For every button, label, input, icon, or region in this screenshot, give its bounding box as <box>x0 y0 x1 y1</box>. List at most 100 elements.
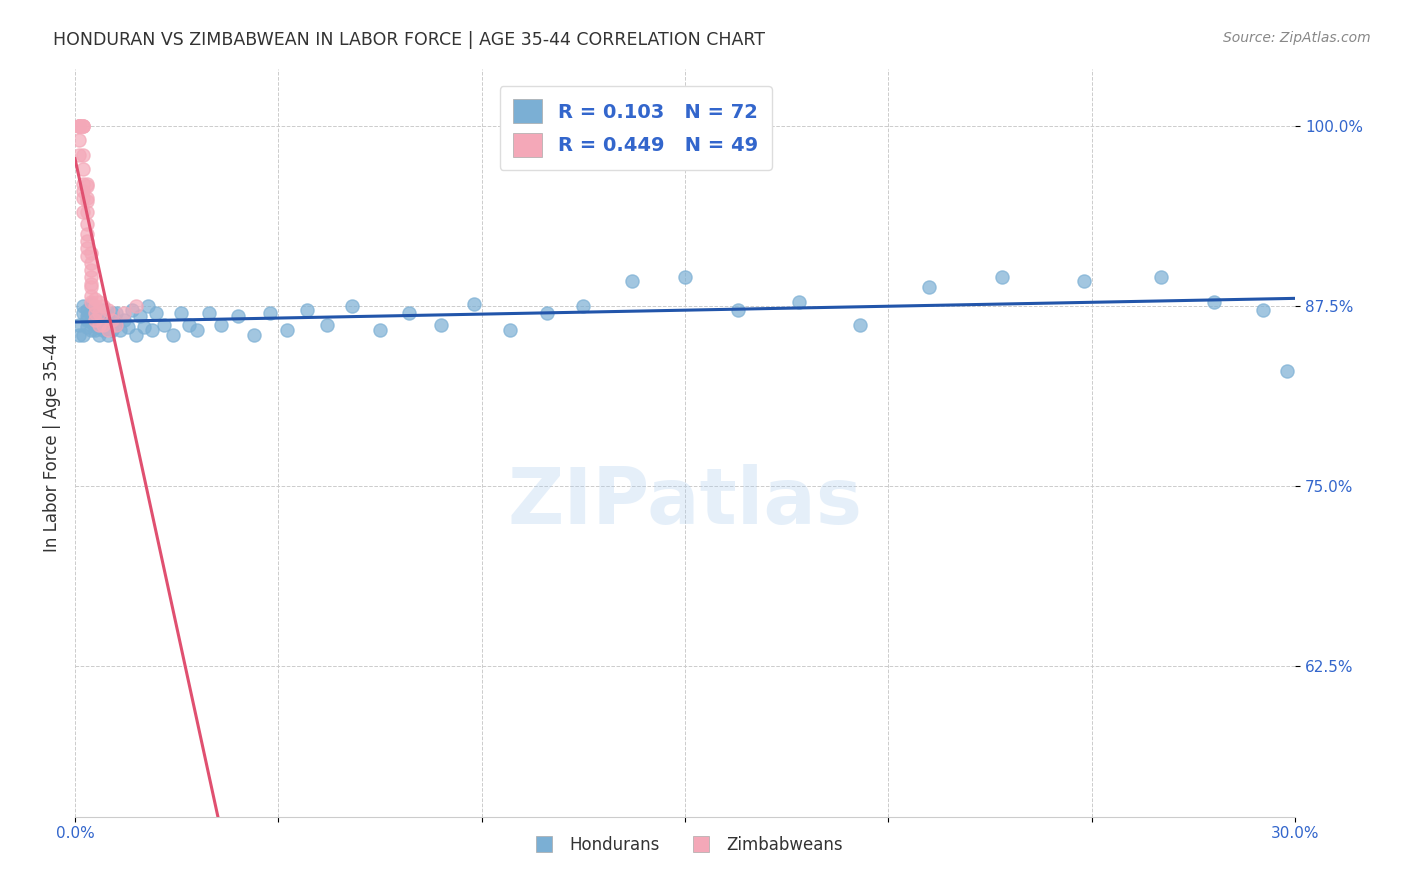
Point <box>787 294 810 309</box>
Point <box>67 119 90 133</box>
Text: HONDURAN VS ZIMBABWEAN IN LABOR FORCE | AGE 35-44 CORRELATION CHART: HONDURAN VS ZIMBABWEAN IN LABOR FORCE | … <box>53 31 765 49</box>
Point <box>72 162 94 177</box>
Point <box>80 297 103 311</box>
Point <box>76 191 98 205</box>
Point <box>117 320 139 334</box>
Point <box>1202 294 1225 309</box>
Point <box>76 248 98 262</box>
Point <box>76 320 98 334</box>
Point <box>76 205 98 219</box>
Point <box>340 299 363 313</box>
Point <box>72 177 94 191</box>
Point <box>100 313 122 327</box>
Point <box>80 263 103 277</box>
Point <box>243 327 266 342</box>
Point <box>727 303 749 318</box>
Point <box>67 119 90 133</box>
Point <box>186 323 208 337</box>
Point <box>89 306 111 320</box>
Point <box>96 311 118 326</box>
Point <box>76 227 98 241</box>
Point <box>93 323 115 337</box>
Point <box>80 294 103 309</box>
Point <box>918 280 941 294</box>
Point <box>89 318 111 332</box>
Legend: R = 0.103   N = 72, R = 0.449   N = 49: R = 0.103 N = 72, R = 0.449 N = 49 <box>499 86 772 170</box>
Point <box>72 205 94 219</box>
Point <box>104 306 127 320</box>
Point <box>316 318 339 332</box>
Point <box>499 323 522 337</box>
Point <box>1150 270 1173 285</box>
Point <box>112 306 135 320</box>
Point <box>93 313 115 327</box>
Point <box>80 256 103 270</box>
Point <box>209 318 232 332</box>
Point <box>849 318 872 332</box>
Point <box>76 217 98 231</box>
Point <box>368 323 391 337</box>
Point <box>67 327 90 342</box>
Point <box>76 177 98 191</box>
Point <box>84 318 107 332</box>
Point <box>198 306 221 320</box>
Point <box>96 323 118 337</box>
Point <box>80 270 103 285</box>
Point <box>125 327 148 342</box>
Point <box>72 119 94 133</box>
Point <box>170 306 193 320</box>
Point <box>572 299 595 313</box>
Point <box>76 194 98 208</box>
Point <box>72 191 94 205</box>
Point <box>76 303 98 318</box>
Text: ZIPatlas: ZIPatlas <box>508 465 863 541</box>
Point <box>295 303 318 318</box>
Point <box>129 309 152 323</box>
Point <box>67 119 90 133</box>
Point <box>673 270 696 285</box>
Point <box>72 306 94 320</box>
Text: Source: ZipAtlas.com: Source: ZipAtlas.com <box>1223 31 1371 45</box>
Point <box>89 320 111 334</box>
Point <box>76 241 98 255</box>
Point <box>80 289 103 303</box>
Point <box>104 318 127 332</box>
Point <box>153 318 176 332</box>
Point <box>96 327 118 342</box>
Point <box>93 303 115 318</box>
Point <box>621 275 644 289</box>
Point <box>136 299 159 313</box>
Point <box>89 327 111 342</box>
Point <box>162 327 184 342</box>
Point <box>398 306 420 320</box>
Point <box>991 270 1014 285</box>
Point <box>76 234 98 248</box>
Point <box>84 306 107 320</box>
Point <box>259 306 281 320</box>
Point <box>276 323 298 337</box>
Point <box>93 299 115 313</box>
Point <box>67 148 90 162</box>
Point <box>80 306 103 320</box>
Point <box>1251 303 1274 318</box>
Point <box>93 318 115 332</box>
Point <box>67 119 90 133</box>
Point <box>80 280 103 294</box>
Point <box>80 323 103 337</box>
Point <box>96 303 118 318</box>
Point <box>463 297 485 311</box>
Point <box>84 313 107 327</box>
Point <box>84 306 107 320</box>
Point <box>72 148 94 162</box>
Point <box>76 309 98 323</box>
Point <box>67 318 90 332</box>
Point <box>177 318 200 332</box>
Point <box>72 327 94 342</box>
Point <box>100 306 122 320</box>
Point <box>100 323 122 337</box>
Point <box>67 119 90 133</box>
Point <box>1073 275 1095 289</box>
Point <box>67 133 90 147</box>
Point <box>72 299 94 313</box>
Point <box>84 311 107 326</box>
